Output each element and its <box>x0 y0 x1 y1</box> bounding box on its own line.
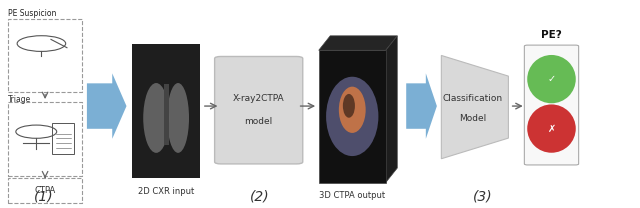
Text: 2D CXR input: 2D CXR input <box>138 187 194 196</box>
Ellipse shape <box>167 83 189 153</box>
Ellipse shape <box>326 77 378 156</box>
Bar <box>164 84 168 145</box>
Ellipse shape <box>143 83 169 153</box>
Text: (1): (1) <box>35 190 54 204</box>
Text: ✓: ✓ <box>547 74 556 84</box>
Text: X-ray2CTPA: X-ray2CTPA <box>233 94 285 103</box>
Polygon shape <box>319 36 397 50</box>
Ellipse shape <box>527 55 576 103</box>
Text: Triage: Triage <box>8 95 31 104</box>
Text: PE?: PE? <box>541 30 562 40</box>
Bar <box>52 123 74 154</box>
Polygon shape <box>406 73 437 139</box>
Text: Classification: Classification <box>443 94 503 103</box>
Text: Model: Model <box>460 114 486 123</box>
Bar <box>8 19 82 92</box>
Text: PE Suspicion: PE Suspicion <box>8 9 57 18</box>
Bar <box>8 178 82 203</box>
Polygon shape <box>386 36 397 182</box>
FancyBboxPatch shape <box>524 45 579 165</box>
Text: (3): (3) <box>473 190 493 204</box>
Ellipse shape <box>339 87 365 133</box>
Bar <box>8 102 82 176</box>
Ellipse shape <box>527 104 576 153</box>
Text: ✗: ✗ <box>547 124 556 134</box>
Polygon shape <box>442 56 508 159</box>
Bar <box>132 44 200 178</box>
Text: CTPA: CTPA <box>35 186 56 195</box>
FancyBboxPatch shape <box>214 57 303 164</box>
Polygon shape <box>87 73 127 139</box>
Text: (2): (2) <box>250 190 269 204</box>
Ellipse shape <box>343 94 355 118</box>
Text: model: model <box>244 117 273 126</box>
Text: 3D CTPA output: 3D CTPA output <box>319 191 385 200</box>
Bar <box>319 50 386 182</box>
